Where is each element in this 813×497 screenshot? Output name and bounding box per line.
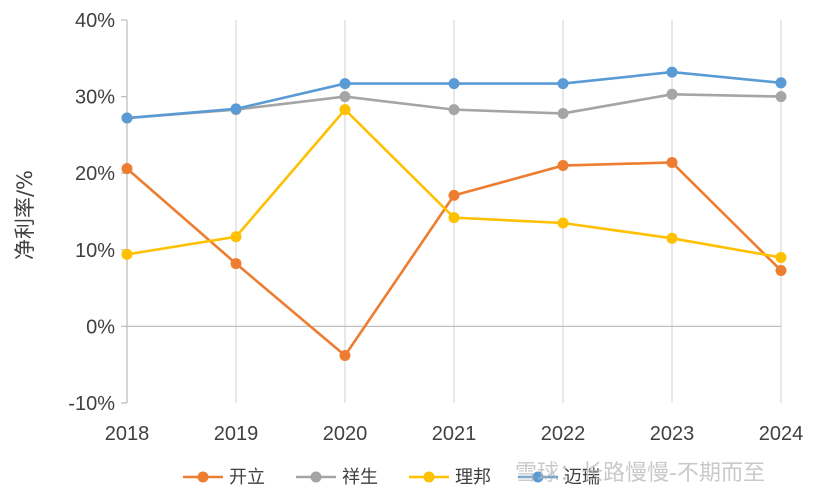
y-tick-label: 30%: [75, 87, 115, 109]
watermark-text: 雪球：长路慢慢-不期而至: [515, 461, 765, 486]
data-point: [121, 163, 133, 175]
data-point: [339, 91, 351, 103]
legend-marker: [532, 471, 544, 483]
data-point: [775, 77, 787, 89]
series-3: [121, 104, 787, 263]
x-tick-label: 2024: [759, 423, 804, 445]
legend-marker: [423, 471, 435, 483]
y-tick-label: 40%: [75, 10, 115, 32]
data-point: [448, 78, 460, 90]
legend-label: 迈瑞: [564, 467, 600, 488]
series-1: [121, 156, 787, 362]
axes: -10% 0% 10% 20% 30% 40% 2018 2019 2020 2021 2022 20…: [68, 10, 803, 445]
data-point: [557, 217, 569, 229]
data-point: [448, 212, 460, 224]
x-tick-label: 2019: [214, 423, 259, 445]
legend-label: 祥生: [342, 467, 378, 488]
series-lines: [121, 66, 787, 362]
data-point: [557, 107, 569, 119]
x-tick-label: 2022: [541, 423, 586, 445]
y-tick-label: -10%: [68, 393, 115, 415]
data-point: [448, 104, 460, 116]
data-point: [230, 258, 242, 270]
data-point: [339, 104, 351, 116]
legend-label: 理邦: [455, 467, 491, 488]
data-point: [230, 231, 242, 243]
legend-label: 开立: [229, 467, 265, 488]
legend: 开立 祥生 理邦 迈瑞: [183, 467, 600, 488]
legend-marker: [310, 471, 322, 483]
data-point: [775, 251, 787, 263]
data-point: [557, 78, 569, 90]
data-point: [775, 91, 787, 103]
y-axis-label: 净利率/%: [13, 170, 37, 260]
x-tick-label: 2021: [432, 423, 477, 445]
data-point: [666, 66, 678, 78]
legend-marker: [197, 471, 209, 483]
series-4: [121, 66, 787, 124]
data-point: [775, 264, 787, 276]
gridlines: [126, 20, 782, 403]
x-tick-label: 2020: [323, 423, 368, 445]
data-point: [339, 78, 351, 90]
data-point: [230, 103, 242, 115]
y-tick-label: 20%: [75, 163, 115, 185]
data-point: [666, 88, 678, 100]
legend-item-1: 开立: [183, 467, 265, 488]
data-point: [666, 156, 678, 168]
x-tick-label: 2018: [105, 423, 150, 445]
data-point: [339, 350, 351, 362]
x-tick-label: 2023: [650, 423, 695, 445]
legend-item-2: 祥生: [296, 467, 378, 488]
data-point: [557, 160, 569, 172]
data-point: [666, 232, 678, 244]
data-point: [121, 248, 133, 260]
data-point: [121, 112, 133, 124]
legend-item-4: 迈瑞: [518, 467, 600, 488]
data-point: [448, 189, 460, 201]
y-tick-label: 0%: [86, 316, 115, 338]
legend-item-3: 理邦: [409, 467, 491, 488]
y-tick-label: 10%: [75, 240, 115, 262]
